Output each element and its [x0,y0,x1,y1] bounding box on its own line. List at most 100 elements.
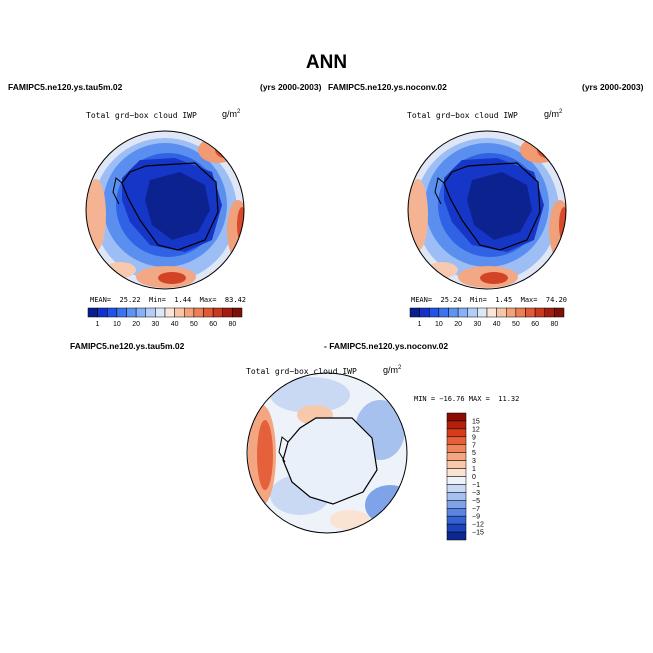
colorbar-left-label: 50 [190,321,198,328]
colorbar-right-swatch [554,307,565,318]
colorbar-difference-swatch [446,500,467,509]
panel-right-map [408,131,566,289]
colorbar-difference-label: 5 [472,450,476,457]
colorbar-right-swatch [486,307,497,318]
difference-case-a: FAMIPC5.ne120.ys.tau5m.02 [70,341,185,351]
colorbar-difference-swatch [446,412,467,422]
colorbar-left-swatch [212,307,223,318]
colorbar-right-swatch [506,307,517,318]
panel-left-variable: Total grd−box cloud IWP [86,111,197,120]
colorbar-left-swatch [222,307,233,318]
panel-left-map-border [85,130,245,290]
colorbar-left-swatch [193,307,204,318]
difference-map-border [246,372,408,534]
colorbar-difference-swatch [446,508,467,517]
panel-right-years: (yrs 2000-2003) [582,82,644,92]
colorbar-difference-swatch [446,515,467,525]
colorbar-right-swatch [534,307,545,318]
colorbar-difference-label: −5 [472,498,480,505]
colorbar-difference-label: 12 [472,426,480,433]
colorbar-left-swatch [155,307,166,318]
panel-left-years: (yrs 2000-2003) [260,82,322,92]
colorbar-right-swatch [419,307,430,318]
colorbar-difference-label: −7 [472,506,480,513]
colorbar-difference-label: −3 [472,490,480,497]
colorbar-left-label: 30 [151,321,159,328]
colorbar-difference-swatch [446,492,467,501]
colorbar-left-swatch [164,307,175,318]
colorbar-left-swatch [232,307,243,318]
panel-right-stats: MEAN= 25.24 Min= 1.45 Max= 74.20 [411,296,567,304]
colorbar-difference-label: 7 [472,442,476,449]
colorbar-right-swatch [515,307,526,318]
panel-right-variable: Total grd−box cloud IWP [407,111,518,120]
colorbar-right-label: 40 [493,321,501,328]
colorbar-right-label: 80 [550,321,558,328]
panel-left-map [86,131,244,289]
panel-right-map-border [407,130,567,290]
colorbar-difference-swatch [446,436,467,445]
colorbar-right-swatch [448,307,459,318]
colorbar-left-swatch [97,307,108,318]
colorbar-difference-swatch [446,452,467,461]
colorbar-left: 1 10 20 30 40 50 60 80 [87,307,243,328]
colorbar-left-swatch [107,307,118,318]
difference-map [247,373,407,533]
colorbar-left-label: 60 [209,321,217,328]
colorbar-left-label: 10 [113,321,121,328]
colorbar-left-label: 20 [132,321,140,328]
colorbar-left-swatch [126,307,137,318]
colorbar-difference-swatch [446,444,467,453]
colorbar-difference-swatch [446,460,467,469]
panel-left-units: g/m2 [222,109,241,119]
colorbar-difference-swatch [446,468,467,477]
colorbar-difference-label: 15 [472,418,480,425]
difference-units: g/m2 [383,365,402,375]
colorbar-right-swatch [544,307,555,318]
colorbar-left-swatch [174,307,185,318]
colorbar-difference-swatch [446,531,467,541]
colorbar-left-label: 40 [171,321,179,328]
colorbar-left-swatch [87,307,98,318]
page-title: ANN [305,52,348,73]
difference-case-b: - FAMIPC5.ne120.ys.noconv.02 [324,341,449,351]
colorbar-difference-label: 3 [472,458,476,465]
colorbar-difference-label: 9 [472,434,476,441]
colorbar-left-swatch [145,307,156,318]
colorbar-difference-swatch [446,484,467,493]
panel-right-units: g/m2 [544,109,563,119]
colorbar-difference-swatch [446,476,467,485]
panel-right-case-name: FAMIPC5.ne120.ys.noconv.02 [328,82,447,92]
colorbar-difference-swatch [446,428,467,438]
colorbar-difference-label: 0 [472,474,476,481]
colorbar-right-swatch [409,307,420,318]
colorbar-left-swatch [116,307,127,318]
panel-left-stats: MEAN= 25.22 Min= 1.44 Max= 83.42 [90,296,246,304]
colorbar-right-label: 1 [418,321,422,328]
colorbar-right-label: 10 [435,321,443,328]
colorbar-right-swatch [429,307,440,318]
colorbar-left-label: 1 [96,321,100,328]
colorbar-difference-swatch [446,420,467,430]
colorbar-right-label: 60 [531,321,539,328]
colorbar-difference-label: 1 [472,466,476,473]
colorbar-left-swatch [135,307,146,318]
colorbar-left-label: 80 [228,321,236,328]
colorbar-difference-label: −9 [472,514,480,521]
colorbar-difference-label: −12 [472,522,484,529]
colorbar-right-swatch [438,307,449,318]
colorbar-left-swatch [184,307,195,318]
colorbar-right-swatch [457,307,468,318]
colorbar-right-label: 30 [473,321,481,328]
difference-minmax: MIN = −16.76 MAX = 11.32 [414,395,520,403]
colorbar-difference-label: −15 [472,530,484,537]
colorbar-right-label: 50 [512,321,520,328]
colorbar-right-label: 20 [454,321,462,328]
colorbar-right: 1 10 20 30 40 50 60 80 [409,307,565,328]
colorbar-difference-label: −1 [472,482,480,489]
colorbar-right-swatch [477,307,488,318]
colorbar-left-swatch [203,307,214,318]
colorbar-right-swatch [496,307,507,318]
